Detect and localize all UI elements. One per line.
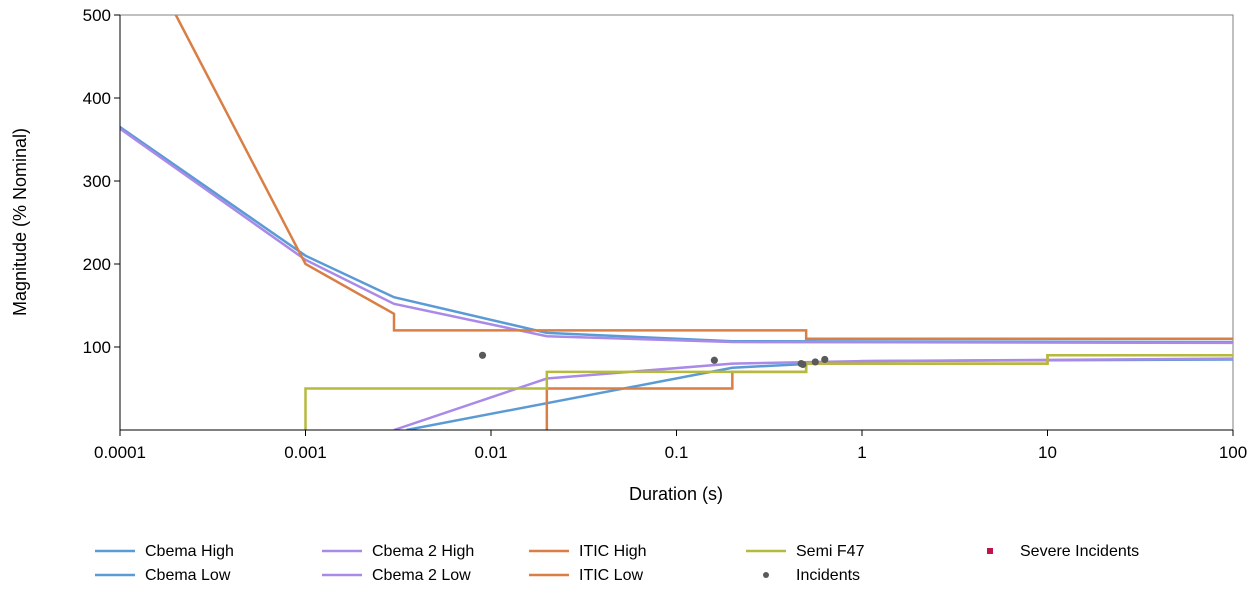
y-tick-label: 300 xyxy=(83,172,111,191)
y-tick-label: 200 xyxy=(83,255,111,274)
legend-item-cbema-high: Cbema High xyxy=(95,543,234,560)
legend-label: ITIC Low xyxy=(579,567,643,584)
legend-label: Severe Incidents xyxy=(1020,543,1139,560)
series-line-itic-high xyxy=(174,15,1233,340)
incident-point xyxy=(710,356,718,364)
x-axis-title: Duration (s) xyxy=(629,484,723,504)
x-tick-label: 0.1 xyxy=(665,443,689,462)
legend-label: Cbema Low xyxy=(145,567,231,584)
incident-point xyxy=(821,355,829,364)
legend-label: Cbema High xyxy=(145,543,234,560)
y-tick-label: 400 xyxy=(83,89,111,108)
legend-label: Semi F47 xyxy=(796,543,865,560)
legend-swatch xyxy=(763,572,769,578)
x-tick-label: 10 xyxy=(1038,443,1057,462)
y-tick-label: 100 xyxy=(83,338,111,357)
series-layer xyxy=(120,15,1233,430)
series-line-semi-f47 xyxy=(304,354,1233,430)
legend-item-severe-incidents: Severe Incidents xyxy=(987,543,1139,560)
x-tick-label: 0.01 xyxy=(474,443,507,462)
x-tick-label: 0.001 xyxy=(284,443,327,462)
y-axis-title: Magnitude (% Nominal) xyxy=(10,128,30,316)
x-tick-label: 100 xyxy=(1219,443,1247,462)
legend-item-itic-low: ITIC Low xyxy=(529,567,643,584)
incident-point xyxy=(811,358,819,366)
legend-label: Cbema 2 High xyxy=(372,543,474,560)
series-line-cbema-2-low xyxy=(393,357,1233,430)
legend-item-cbema-2-low: Cbema 2 Low xyxy=(322,567,471,584)
series-line-cbema-2-high xyxy=(120,127,1233,345)
y-tick-label: 500 xyxy=(83,6,111,25)
legend: Cbema High Cbema Low Cbema 2 High Cbema 2 L… xyxy=(95,543,1139,584)
legend-label: ITIC High xyxy=(579,543,647,560)
legend-item-incidents: Incidents xyxy=(763,567,860,584)
legend-item-semi-f47: Semi F47 xyxy=(746,543,865,560)
x-tick-label: 0.0001 xyxy=(94,443,146,462)
legend-swatch xyxy=(987,548,993,554)
legend-label: Cbema 2 Low xyxy=(372,567,471,584)
axis-layer: 0.0001 0.001 0.01 0.1 1 10 100 100 200 300 400 500 xyxy=(83,6,1248,462)
legend-item-cbema-2-high: Cbema 2 High xyxy=(322,543,474,560)
legend-item-cbema-low: Cbema Low xyxy=(95,567,231,584)
legend-item-itic-high: ITIC High xyxy=(529,543,647,560)
incident-point xyxy=(799,360,807,369)
incident-point xyxy=(478,351,487,359)
x-tick-label: 1 xyxy=(857,443,866,462)
legend-label: Incidents xyxy=(796,567,860,584)
